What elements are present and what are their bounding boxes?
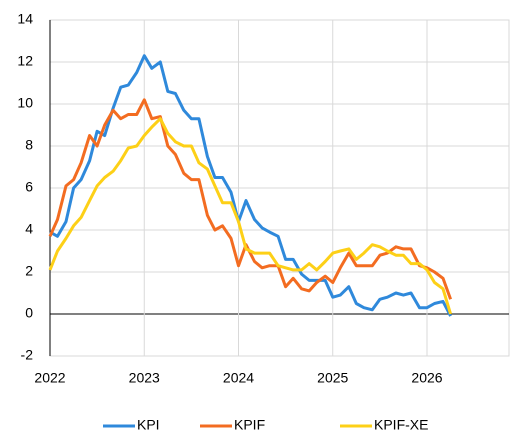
y-tick-label: 6 bbox=[25, 179, 33, 195]
legend-label: KPIF-XE bbox=[374, 417, 428, 433]
x-tick-label: 2022 bbox=[34, 370, 65, 386]
y-tick-label: -2 bbox=[21, 347, 34, 363]
series-line bbox=[49, 54, 452, 317]
x-tick-label: 2023 bbox=[129, 370, 160, 386]
series-line bbox=[48, 98, 453, 300]
y-tick-label: 8 bbox=[25, 137, 33, 153]
y-tick-label: 12 bbox=[17, 53, 33, 69]
y-tick-label: 14 bbox=[17, 11, 33, 27]
x-tick-label: 2024 bbox=[223, 370, 254, 386]
legend-label: KPI bbox=[137, 417, 160, 433]
y-tick-label: 10 bbox=[17, 95, 33, 111]
y-tick-label: 4 bbox=[25, 221, 33, 237]
legend-label: KPIF bbox=[234, 417, 265, 433]
series-line bbox=[48, 117, 453, 315]
y-tick-label: 2 bbox=[25, 263, 33, 279]
x-tick-label: 2025 bbox=[317, 370, 348, 386]
x-tick-label: 2026 bbox=[411, 370, 442, 386]
y-tick-label: 0 bbox=[25, 305, 33, 321]
